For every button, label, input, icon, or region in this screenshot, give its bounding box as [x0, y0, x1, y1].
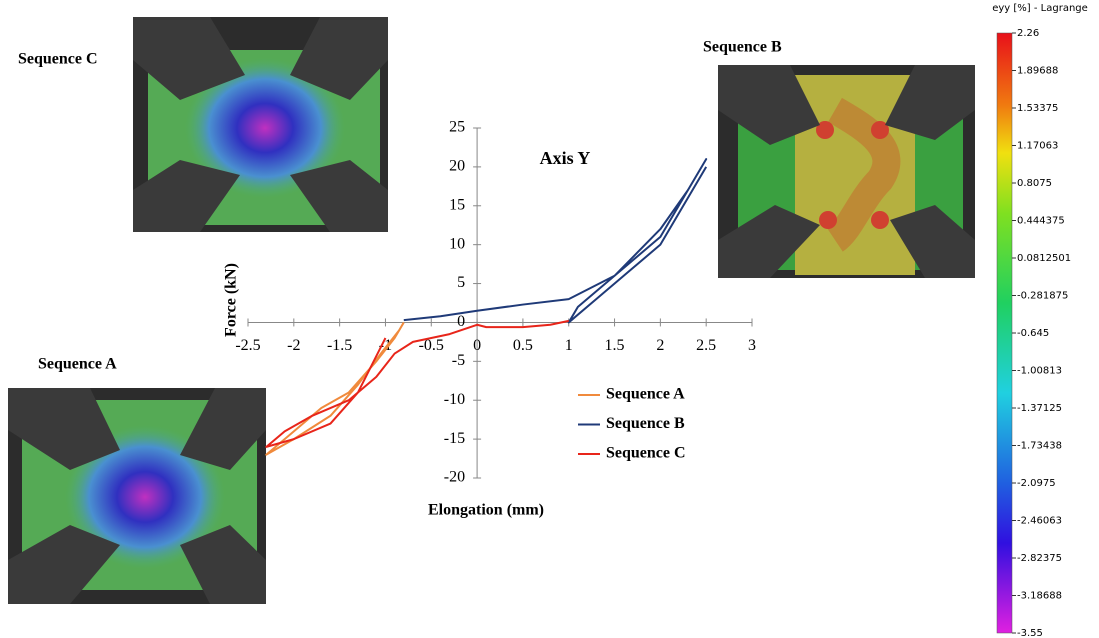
x-tick-label: 0 [473, 337, 481, 354]
legend-label: Sequence B [606, 415, 685, 432]
legend-label: Sequence A [606, 386, 685, 403]
colorbar-title: eyy [%] - Lagrange [992, 3, 1088, 14]
x-tick-label: 1.5 [605, 337, 625, 354]
colorbar-tick-label: -3.18688 [1017, 591, 1062, 602]
y-tick-label: 10 [449, 235, 465, 252]
x-tick-label: -0.5 [419, 337, 444, 354]
strain-image [718, 65, 975, 278]
colorbar-tick-label: -2.46063 [1017, 516, 1062, 527]
colorbar-tick-label: 2.26 [1017, 28, 1039, 39]
image-label: Sequence B [703, 39, 782, 56]
strain-image [133, 17, 388, 232]
x-tick-label: 2 [656, 337, 664, 354]
colorbar-tick-label: 1.17063 [1017, 140, 1058, 151]
legend-label: Sequence C [606, 445, 686, 462]
colorbar-tick-label: -3.55 [1017, 628, 1043, 638]
colorbar-tick-label: 0.444375 [1017, 216, 1065, 227]
x-tick-label: 3 [748, 337, 756, 354]
colorbar-tick-label: -1.73438 [1017, 441, 1062, 452]
colorbar-tick-label: 1.53375 [1017, 103, 1058, 114]
x-tick-label: 2.5 [696, 337, 716, 354]
y-tick-label: -20 [444, 469, 465, 486]
colorbar-tick-label: -2.82375 [1017, 553, 1062, 564]
colorbar-tick-label: -1.37125 [1017, 403, 1062, 414]
y-tick-label: -5 [452, 352, 465, 369]
series-line [403, 158, 708, 324]
x-axis-label: Elongation (mm) [428, 502, 544, 519]
x-tick-label: -1 [379, 337, 392, 354]
y-tick-label: 20 [449, 158, 465, 175]
colorbar-tick-label: -2.0975 [1017, 478, 1056, 489]
colorbar [996, 32, 1013, 634]
colorbar-tick-label: -0.645 [1017, 328, 1049, 339]
y-tick-label: 25 [449, 119, 465, 136]
colorbar-tick-label: 1.89688 [1017, 65, 1058, 76]
y-tick-label: 15 [449, 196, 465, 213]
x-tick-label: 0.5 [513, 337, 533, 354]
colorbar-tick-label: 0.0812501 [1017, 253, 1071, 264]
y-tick-label: 5 [457, 274, 465, 291]
x-tick-label: -2.5 [235, 337, 260, 354]
x-tick-label: 1 [565, 337, 573, 354]
y-tick-label: 0 [457, 313, 465, 330]
image-label: Sequence C [18, 51, 98, 68]
y-tick-label: -15 [444, 430, 465, 447]
colorbar-tick-label: 0.8075 [1017, 178, 1052, 189]
y-axis-label: Force (kN) [223, 263, 240, 337]
series-line [265, 319, 569, 448]
colorbar-tick-label: -1.00813 [1017, 366, 1062, 377]
colorbar-tick-label: -0.281875 [1017, 291, 1068, 302]
image-label: Sequence A [38, 356, 117, 373]
y-tick-label: -10 [444, 391, 465, 408]
x-tick-label: -2 [287, 337, 300, 354]
strain-image [8, 388, 266, 604]
annotation: Axis Y [540, 148, 591, 168]
x-tick-label: -1.5 [327, 337, 352, 354]
